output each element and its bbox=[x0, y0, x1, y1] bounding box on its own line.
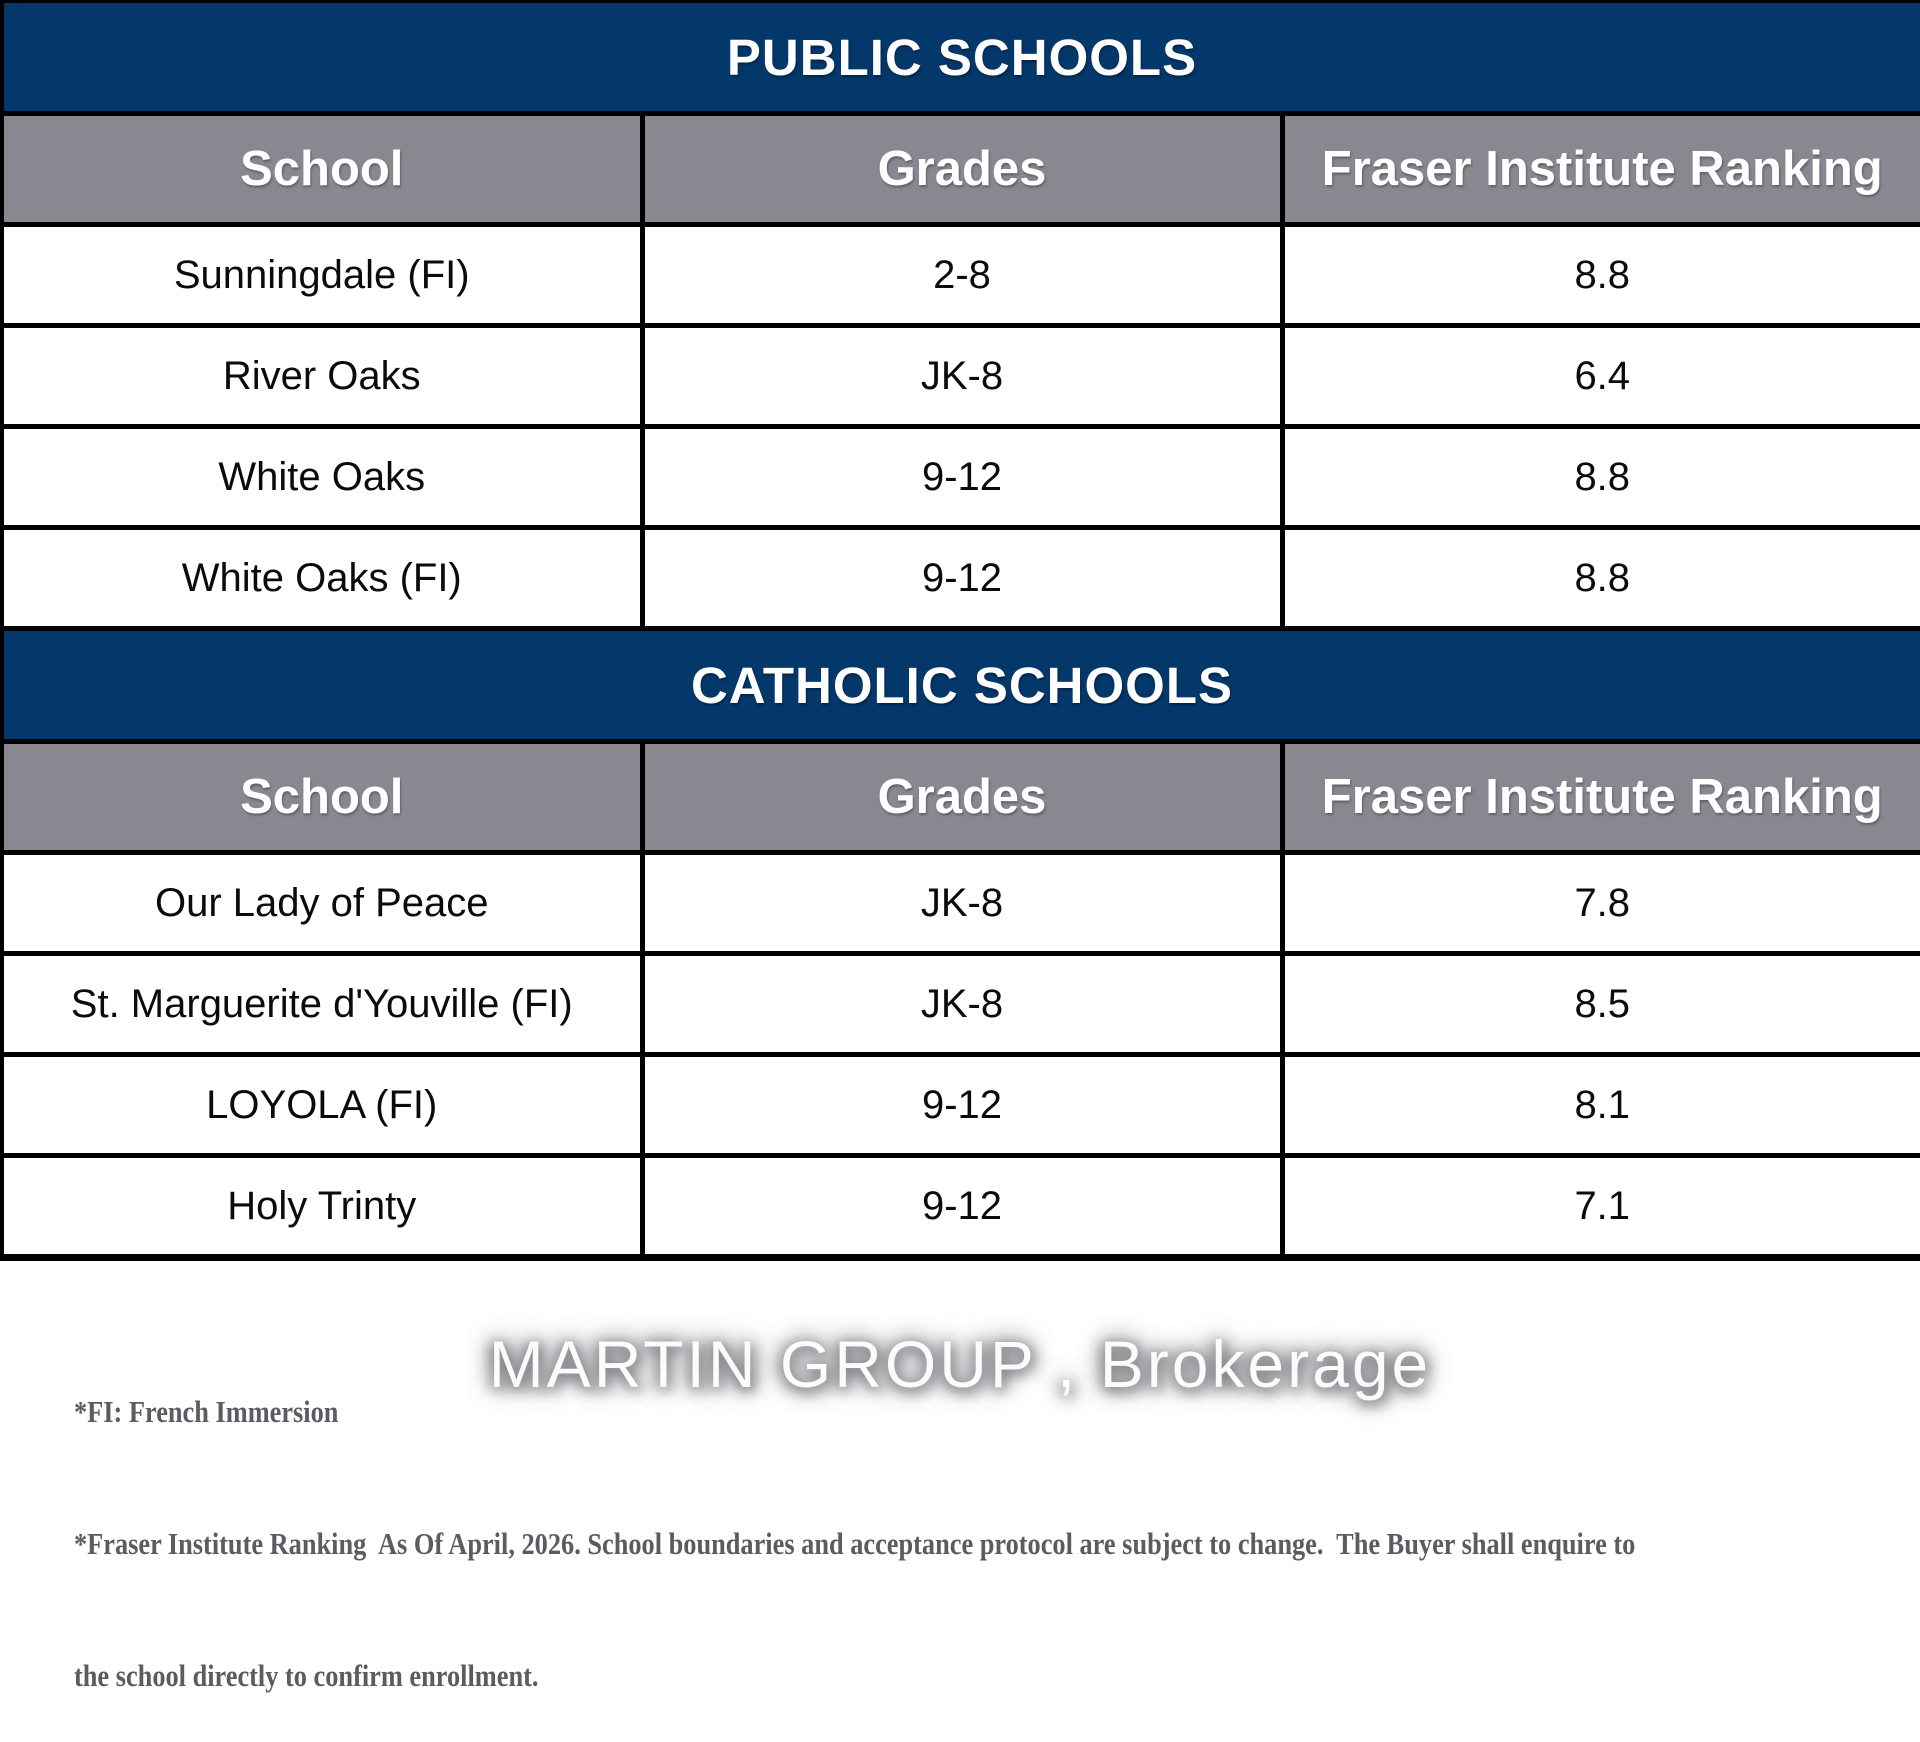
section-title-catholic: CATHOLIC SCHOOLS bbox=[690, 656, 1234, 714]
cell-school: St. Marguerite d'Youville (FI) bbox=[0, 951, 645, 1057]
footnote-disclaimer-line-2: the school directly to confirm enrollmen… bbox=[74, 1658, 539, 1693]
cell-ranking: 8.5 bbox=[1279, 951, 1920, 1057]
column-header-grades: Grades bbox=[639, 111, 1285, 227]
section-band-cell: PUBLIC SCHOOLS bbox=[0, 0, 1920, 116]
table-row: LOYOLA (FI) 9-12 8.1 bbox=[0, 1052, 1920, 1158]
cell-grades: 2-8 bbox=[639, 222, 1285, 328]
cell-grades: JK-8 bbox=[639, 323, 1285, 429]
table-row: Sunningdale (FI) 2-8 8.8 bbox=[0, 222, 1920, 328]
section-band-catholic: CATHOLIC SCHOOLS bbox=[0, 626, 1920, 744]
table-row: White Oaks (FI) 9-12 8.8 bbox=[0, 525, 1920, 631]
column-header-school: School bbox=[0, 739, 645, 855]
cell-school: River Oaks bbox=[0, 323, 645, 429]
cell-ranking: 8.1 bbox=[1279, 1052, 1920, 1158]
table-row: White Oaks 9-12 8.8 bbox=[0, 424, 1920, 530]
cell-ranking: 8.8 bbox=[1279, 525, 1920, 631]
cell-grades: 9-12 bbox=[639, 1052, 1285, 1158]
cell-school: LOYOLA (FI) bbox=[0, 1052, 645, 1158]
cell-grades: 9-12 bbox=[639, 424, 1285, 530]
brokerage-watermark: MARTIN GROUP , Brokerage bbox=[488, 1327, 1432, 1401]
footnote-fi: *FI: French Immersion bbox=[74, 1394, 339, 1429]
column-header-row-catholic: School Grades Fraser Institute Ranking bbox=[0, 739, 1920, 855]
cell-grades: JK-8 bbox=[639, 951, 1285, 1057]
cell-school: Holy Trinty bbox=[0, 1153, 645, 1261]
table-row: River Oaks JK-8 6.4 bbox=[0, 323, 1920, 429]
cell-ranking: 7.8 bbox=[1279, 850, 1920, 956]
section-band-public: PUBLIC SCHOOLS bbox=[0, 0, 1920, 116]
column-header-ranking: Fraser Institute Ranking bbox=[1279, 111, 1920, 227]
cell-grades: 9-12 bbox=[639, 1153, 1285, 1261]
column-header-school: School bbox=[0, 111, 645, 227]
table-row: Holy Trinty 9-12 7.1 bbox=[0, 1153, 1920, 1261]
table-row: St. Marguerite d'Youville (FI) JK-8 8.5 bbox=[0, 951, 1920, 1057]
column-header-row-public: School Grades Fraser Institute Ranking bbox=[0, 111, 1920, 227]
cell-grades: 9-12 bbox=[639, 525, 1285, 631]
table-row: Our Lady of Peace JK-8 7.8 bbox=[0, 850, 1920, 956]
cell-school: White Oaks bbox=[0, 424, 645, 530]
cell-grades: JK-8 bbox=[639, 850, 1285, 956]
column-header-ranking: Fraser Institute Ranking bbox=[1279, 739, 1920, 855]
cell-school: White Oaks (FI) bbox=[0, 525, 645, 631]
cell-school: Sunningdale (FI) bbox=[0, 222, 645, 328]
cell-ranking: 8.8 bbox=[1279, 424, 1920, 530]
footnote-disclaimer-line-1: *Fraser Institute Ranking As Of April, 2… bbox=[74, 1526, 1636, 1561]
section-title-public: PUBLIC SCHOOLS bbox=[726, 28, 1198, 86]
cell-ranking: 6.4 bbox=[1279, 323, 1920, 429]
column-header-grades: Grades bbox=[639, 739, 1285, 855]
cell-ranking: 7.1 bbox=[1279, 1153, 1920, 1261]
cell-ranking: 8.8 bbox=[1279, 222, 1920, 328]
schools-ranking-table: PUBLIC SCHOOLS School Grades Fraser Inst… bbox=[0, 0, 1920, 1261]
cell-school: Our Lady of Peace bbox=[0, 850, 645, 956]
section-band-cell: CATHOLIC SCHOOLS bbox=[0, 626, 1920, 744]
